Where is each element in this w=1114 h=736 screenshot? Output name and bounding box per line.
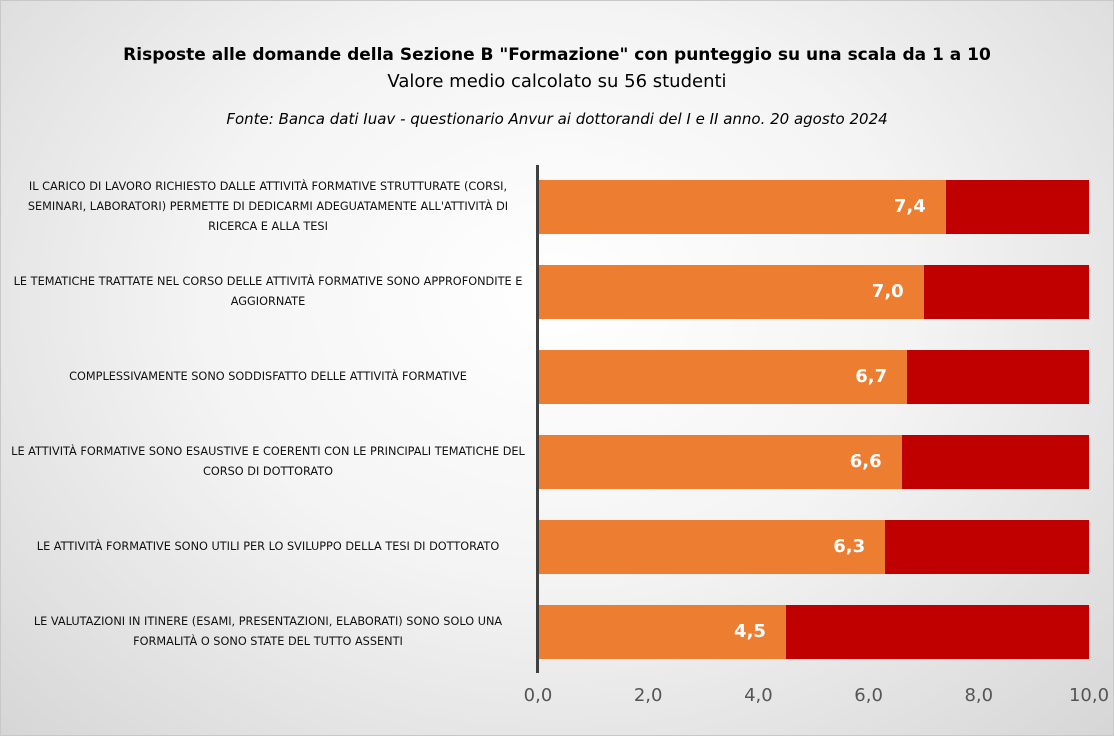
chart-title: Risposte alle domande della Sezione B "F…	[123, 45, 991, 65]
category-label: LE ATTIVITÀ FORMATIVE SONO UTILI PER LO …	[36, 539, 500, 553]
bar-segment	[538, 264, 924, 319]
category-label: COMPLESSIVAMENTE SONO SODDISFATTO DELLE …	[69, 369, 467, 383]
bar-segment	[538, 349, 908, 404]
bar-segment	[901, 434, 1089, 489]
x-tick-label: 0,0	[523, 685, 553, 706]
value-label: 6,7	[855, 365, 888, 387]
bar-segment	[538, 434, 902, 489]
value-label: 4,5	[734, 620, 766, 642]
x-tick-label: 10,0	[1068, 685, 1110, 706]
value-label: 7,0	[871, 280, 904, 302]
category-label: LE ATTIVITÀ FORMATIVE SONO ESAUSTIVE E C…	[11, 444, 525, 478]
bar-segment	[945, 179, 1089, 234]
bar-segment	[885, 519, 1089, 574]
category-label: IL CARICO DI LAVORO RICHIESTO DALLE ATTI…	[27, 179, 509, 233]
bar-segment	[538, 519, 886, 574]
value-label: 6,3	[833, 535, 866, 557]
value-label: 6,6	[849, 450, 882, 472]
bar-segment	[923, 264, 1089, 319]
chart-subtitle: Valore medio calcolato su 56 studenti	[387, 71, 727, 92]
bar-segment	[538, 604, 786, 659]
category-label: LE TEMATICHE TRATTATE NEL CORSO DELLE AT…	[13, 274, 523, 308]
bar-segment	[538, 179, 946, 234]
category-label: LE VALUTAZIONI IN ITINERE (ESAMI, PRESEN…	[33, 614, 503, 648]
chart-source: Fonte: Banca dati Iuav - questionario An…	[226, 110, 888, 128]
value-label: 7,4	[893, 195, 926, 217]
bar-segment	[785, 604, 1089, 659]
x-tick-label: 2,0	[633, 685, 663, 706]
y-axis-line	[536, 165, 539, 673]
x-tick-label: 6,0	[854, 685, 883, 706]
x-tick-label: 4,0	[744, 685, 773, 706]
bar-segment	[907, 349, 1089, 404]
x-tick-label: 8,0	[964, 685, 994, 706]
